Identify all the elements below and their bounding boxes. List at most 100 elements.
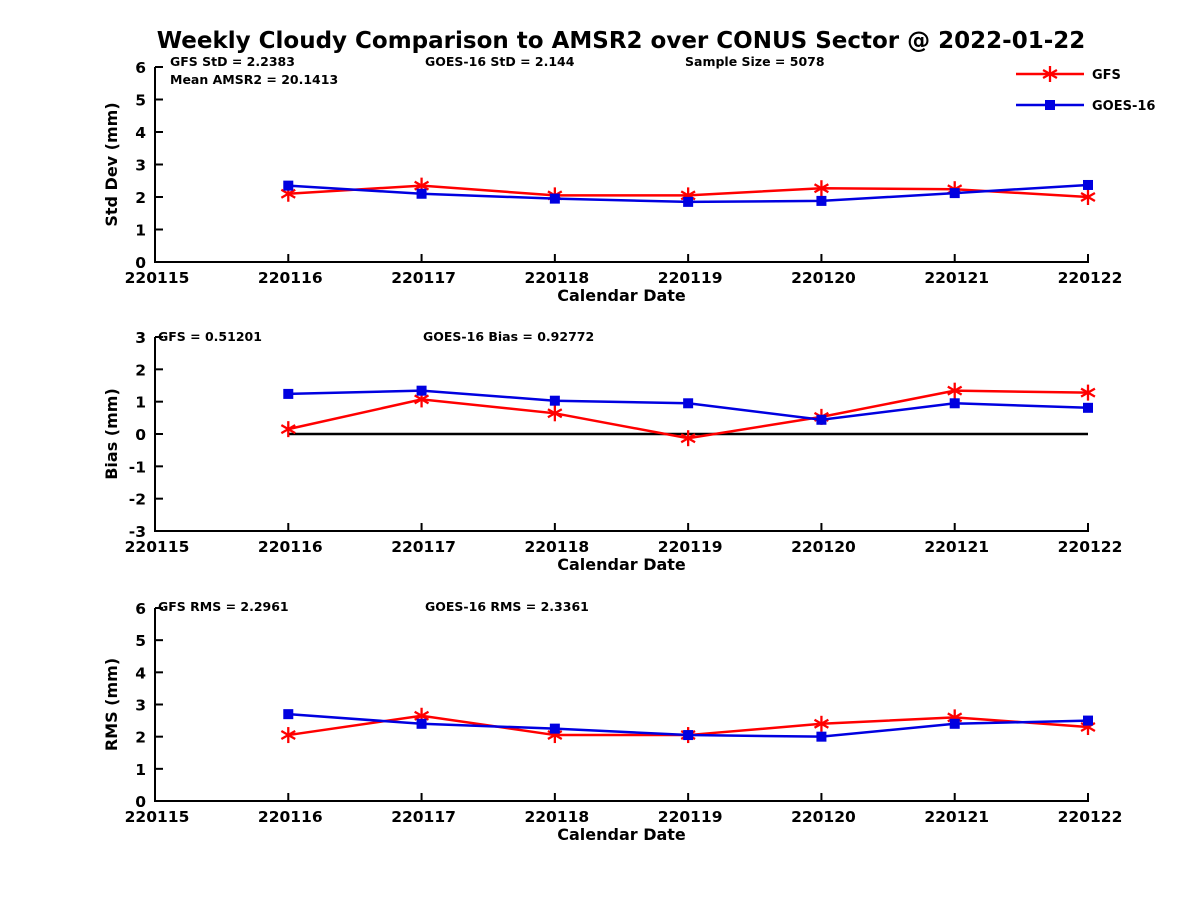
marker-GOES-16-square — [549, 723, 560, 734]
legend-label: GFS — [1092, 68, 1121, 83]
annotation: GOES-16 StD = 2.144 — [425, 54, 575, 69]
marker-GOES-16-square — [283, 709, 294, 720]
annotation: GFS = 0.51201 — [158, 329, 262, 344]
marker-GFS-asterisk — [1080, 189, 1096, 205]
y-tick-label: 1 — [135, 222, 146, 240]
asterisk-spoke — [1080, 387, 1096, 398]
x-tick-label: 220120 — [791, 808, 856, 826]
asterisk-spoke — [813, 183, 829, 194]
marker-GOES-16-square — [549, 193, 560, 204]
y-axis-title: Std Dev (mm) — [102, 102, 121, 226]
marker-GOES-16-square — [816, 195, 827, 206]
y-tick-label: 6 — [135, 600, 146, 618]
asterisk-spoke — [414, 710, 430, 721]
asterisk-spoke — [1080, 192, 1096, 202]
x-tick-label: 220117 — [391, 538, 456, 556]
legend: GFS GOES-16 — [1016, 66, 1155, 114]
marker-GFS-asterisk — [680, 430, 696, 447]
marker-GOES-16-square — [416, 718, 427, 729]
y-tick-label: -2 — [129, 491, 146, 509]
y-tick-label: 0 — [135, 254, 146, 272]
marker-GOES-16-square — [949, 188, 960, 199]
y-axis-title: RMS (mm) — [102, 658, 121, 751]
marker-GFS-asterisk — [280, 727, 296, 744]
legend-marker-square — [1045, 100, 1055, 110]
y-tick-label: 4 — [135, 664, 146, 682]
legend-marker-asterisk — [1042, 66, 1058, 82]
x-tick-label: 220117 — [391, 808, 456, 826]
marker-GOES-16-square — [949, 718, 960, 729]
annotation: GOES-16 RMS = 2.3361 — [425, 599, 589, 614]
x-tick-label: 220115 — [125, 538, 190, 556]
annotation: Mean AMSR2 = 20.1413 — [170, 72, 338, 87]
marker-GFS-asterisk — [813, 180, 829, 197]
legend-label: GOES-16 — [1092, 99, 1155, 114]
y-tick-label: 3 — [135, 329, 146, 347]
legend-entry-GFS: GFS — [1016, 66, 1121, 83]
asterisk-spoke — [547, 408, 563, 419]
y-tick-label: 0 — [135, 793, 146, 811]
marker-GFS-asterisk — [547, 405, 563, 422]
x-tick-label: 220118 — [524, 269, 589, 287]
y-tick-label: 4 — [135, 124, 146, 142]
x-tick-label: 220119 — [658, 269, 723, 287]
y-tick-label: 2 — [135, 361, 146, 379]
marker-GFS-asterisk — [813, 715, 829, 732]
x-tick-label: 220121 — [924, 269, 989, 287]
x-axis-title: Calendar Date — [557, 286, 686, 305]
marker-GOES-16-square — [683, 730, 694, 741]
y-tick-label: 5 — [135, 632, 146, 650]
asterisk-spoke — [813, 718, 829, 729]
y-tick-label: 0 — [135, 426, 146, 444]
marker-GOES-16-square — [416, 385, 427, 396]
annotation: Sample Size = 5078 — [685, 54, 825, 69]
y-tick-label: 3 — [135, 697, 146, 715]
y-tick-label: 6 — [135, 59, 146, 77]
y-tick-label: 3 — [135, 157, 146, 175]
x-tick-label: 220119 — [658, 808, 723, 826]
marker-GOES-16-square — [1083, 402, 1093, 413]
y-tick-label: 1 — [135, 394, 146, 412]
marker-GOES-16-square — [1083, 179, 1093, 190]
marker-GOES-16-square — [949, 398, 960, 409]
marker-GOES-16-square — [283, 388, 294, 399]
marker-GOES-16-square — [816, 414, 827, 425]
marker-GFS-asterisk — [280, 421, 296, 438]
y-tick-label: 5 — [135, 92, 146, 110]
x-axis-title: Calendar Date — [557, 555, 686, 574]
asterisk-spoke — [280, 730, 296, 741]
y-tick-label: 2 — [135, 729, 146, 747]
asterisk-spoke — [280, 188, 296, 199]
annotation: GOES-16 Bias = 0.92772 — [423, 329, 594, 344]
bias-panel: -3 -2 -1 0 1 2 3 220115 220116 220117 220118 220119… — [102, 329, 1122, 574]
x-axis-title: Calendar Date — [557, 825, 686, 844]
marker-GFS-asterisk — [947, 382, 963, 399]
x-tick-label: 220119 — [658, 538, 723, 556]
x-tick-label: 220122 — [1058, 808, 1123, 826]
asterisk-spoke — [947, 385, 963, 396]
asterisk-spoke — [280, 424, 296, 435]
marker-GOES-16-square — [416, 188, 427, 199]
x-tick-label: 220122 — [1058, 538, 1123, 556]
x-tick-label: 220120 — [791, 538, 856, 556]
marker-GOES-16-square — [816, 731, 827, 742]
y-tick-label: 1 — [135, 761, 146, 779]
x-tick-label: 220121 — [924, 538, 989, 556]
x-tick-label: 220116 — [258, 538, 323, 556]
y-tick-label: -1 — [129, 458, 146, 476]
y-tick-label: 2 — [135, 189, 146, 207]
marker-GOES-16-square — [683, 196, 694, 207]
marker-GOES-16-square — [549, 395, 560, 406]
marker-GOES-16-square — [283, 180, 294, 191]
figure-title: Weekly Cloudy Comparison to AMSR2 over C… — [156, 28, 1086, 54]
x-tick-label: 220116 — [258, 808, 323, 826]
annotation: GFS RMS = 2.2961 — [158, 599, 289, 614]
x-tick-label: 220122 — [1058, 269, 1123, 287]
x-tick-label: 220116 — [258, 269, 323, 287]
annotation: GFS StD = 2.2383 — [170, 54, 295, 69]
y-tick-label: -3 — [129, 523, 146, 541]
y-axis-title: Bias (mm) — [102, 388, 121, 480]
marker-GFS-asterisk — [1080, 384, 1096, 401]
asterisk-spoke — [680, 433, 696, 444]
